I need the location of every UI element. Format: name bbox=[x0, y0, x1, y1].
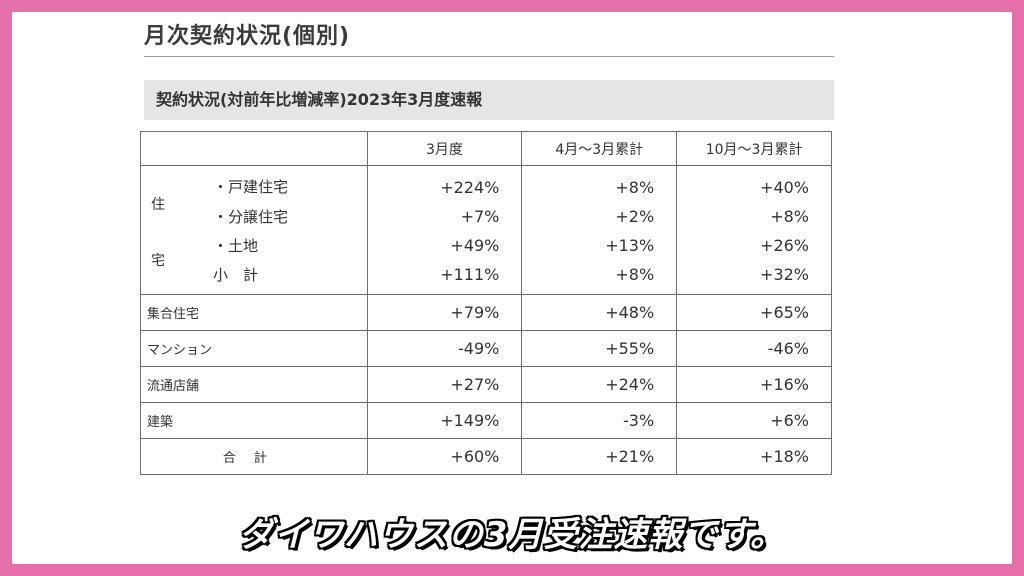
housing-item-label: 小 計 bbox=[213, 266, 259, 284]
table-cell: +8% bbox=[615, 265, 655, 284]
housing-label-cell: 住 宅 ・戸建住宅 ・分譲住宅 ・土地 小 計 bbox=[140, 165, 368, 295]
table-cell: +60% bbox=[366, 438, 523, 475]
table-cell: +8% bbox=[615, 178, 655, 197]
housing-label-top: 住 bbox=[151, 197, 165, 213]
contract-table: 3月度 4月～3月累計 10月～3月累計 住 宅 ・戸建住宅 ・分譲住宅 ・土地… bbox=[140, 131, 832, 475]
row-label: マンション bbox=[140, 330, 368, 367]
housing-values-apr-mar: +8% +2% +13% +8% bbox=[521, 165, 678, 295]
table-cell: +7% bbox=[460, 207, 500, 226]
housing-values-oct-mar: +40% +8% +26% +32% bbox=[676, 165, 832, 295]
row-label: 集合住宅 bbox=[140, 294, 368, 331]
housing-label-bottom: 宅 bbox=[151, 253, 165, 269]
table-row: 集合住宅 +79% +48% +65% bbox=[140, 294, 832, 331]
table-cell: +32% bbox=[760, 265, 809, 284]
housing-item-label: ・土地 bbox=[213, 237, 259, 255]
section-title: 契約状況(対前年比増減率)2023年3月度速報 bbox=[144, 80, 834, 120]
table-cell: +21% bbox=[521, 438, 678, 475]
title-divider bbox=[144, 56, 834, 57]
total-label: 合計 bbox=[140, 438, 368, 475]
table-cell: +149% bbox=[366, 402, 523, 439]
table-cell: +16% bbox=[676, 366, 832, 403]
table-cell: +24% bbox=[521, 366, 678, 403]
subtitle-caption: ダイワハウスの3月受注速報です。 bbox=[239, 515, 785, 555]
housing-item-label: ・分譲住宅 bbox=[213, 208, 289, 226]
page-title: 月次契約状況(個別) bbox=[144, 24, 351, 49]
table-cell: +111% bbox=[440, 265, 500, 284]
table-cell: +13% bbox=[605, 236, 655, 255]
table-cell: +18% bbox=[676, 438, 832, 475]
table-row: マンション -49% +55% -46% bbox=[140, 330, 832, 367]
header-cell-oct-mar: 10月～3月累計 bbox=[676, 131, 832, 166]
table-cell: +2% bbox=[615, 207, 655, 226]
table-cell: +49% bbox=[450, 236, 500, 255]
table-cell: +40% bbox=[760, 178, 809, 197]
table-row: 流通店舗 +27% +24% +16% bbox=[140, 366, 832, 403]
table-cell: +8% bbox=[770, 207, 809, 226]
table-cell: +224% bbox=[440, 178, 500, 197]
table-cell: -46% bbox=[676, 330, 832, 367]
housing-item-label: ・戸建住宅 bbox=[213, 178, 289, 196]
table-header-row: 3月度 4月～3月累計 10月～3月累計 bbox=[140, 131, 832, 166]
table-cell: +26% bbox=[760, 236, 809, 255]
table-cell: +79% bbox=[366, 294, 523, 331]
table-cell: -49% bbox=[366, 330, 523, 367]
housing-values-march: +224% +7% +49% +111% bbox=[366, 165, 523, 295]
table-row-total: 合計 +60% +21% +18% bbox=[140, 438, 832, 475]
table-cell: +55% bbox=[521, 330, 678, 367]
table-cell: -3% bbox=[521, 402, 678, 439]
table-cell: +27% bbox=[366, 366, 523, 403]
table-cell: +6% bbox=[676, 402, 832, 439]
table-cell: +65% bbox=[676, 294, 832, 331]
header-cell-apr-mar: 4月～3月累計 bbox=[521, 131, 678, 166]
table-row-housing: 住 宅 ・戸建住宅 ・分譲住宅 ・土地 小 計 +224% +7% +49% +… bbox=[140, 165, 832, 295]
row-label: 建築 bbox=[140, 402, 368, 439]
table-cell: +48% bbox=[521, 294, 678, 331]
header-cell-march: 3月度 bbox=[366, 131, 523, 166]
row-label: 流通店舗 bbox=[140, 366, 368, 403]
table-row: 建築 +149% -3% +6% bbox=[140, 402, 832, 439]
header-cell-blank bbox=[140, 131, 368, 166]
